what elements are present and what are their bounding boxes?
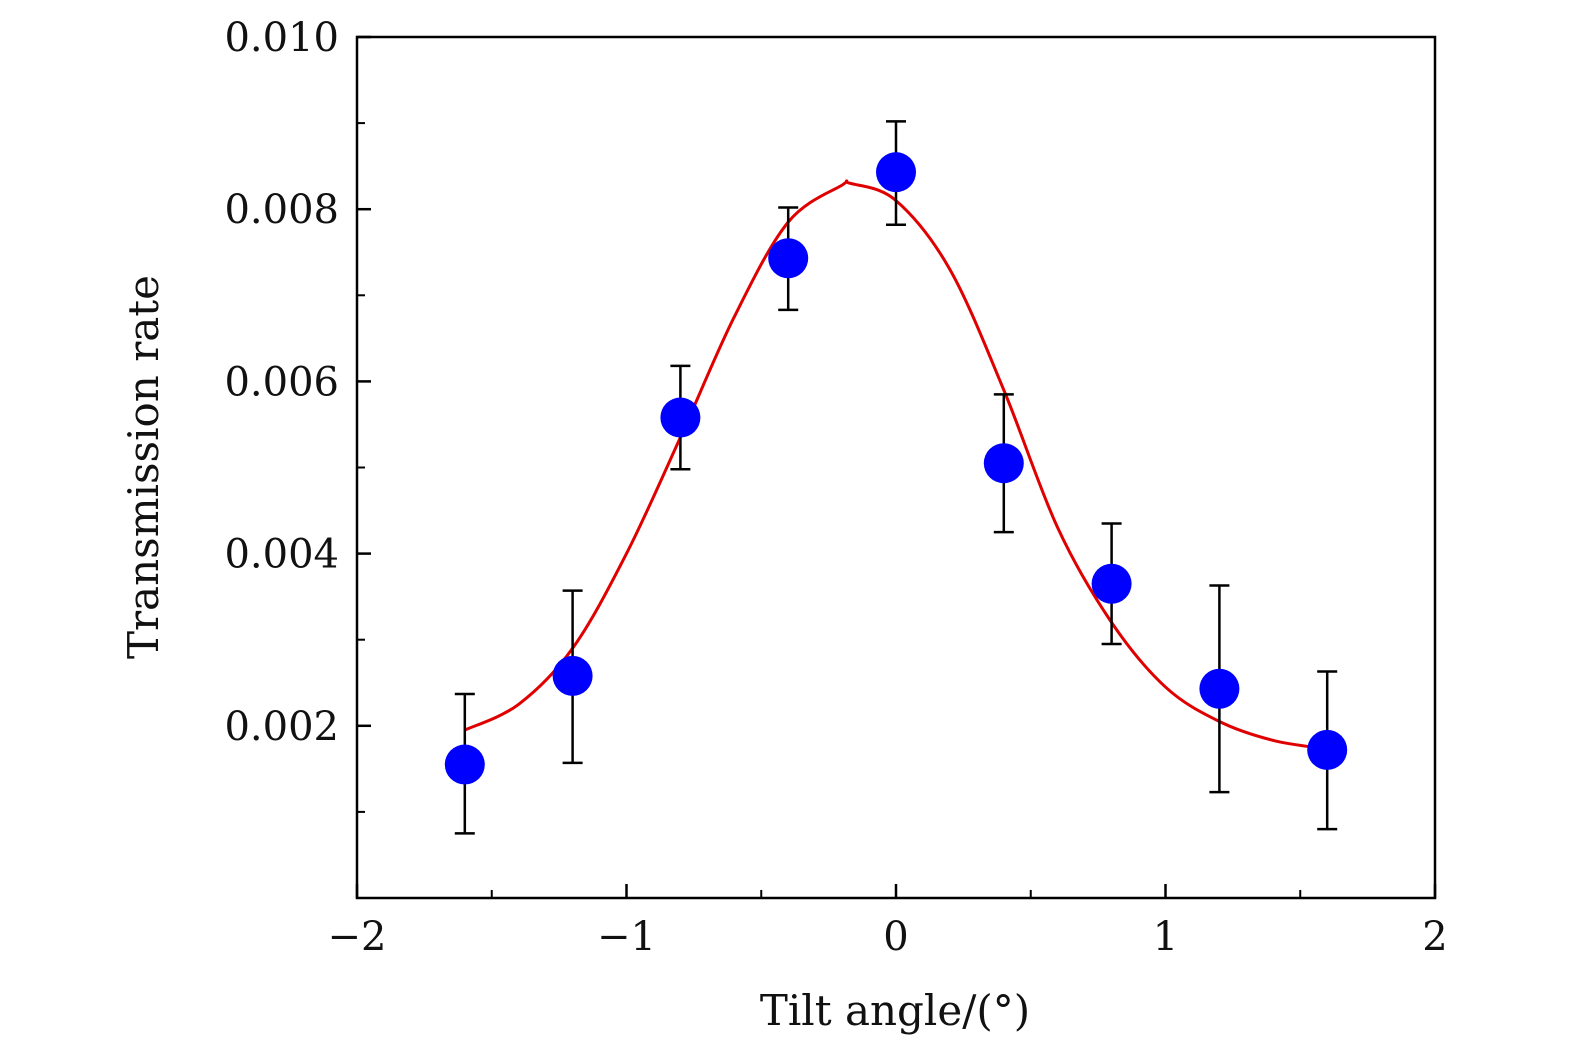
x-tick-label: −1: [597, 914, 656, 960]
y-tick-label: 0.008: [224, 187, 339, 233]
y-axis-label: Transmission rate: [119, 275, 168, 659]
data-point: [983, 443, 1024, 484]
data-point: [552, 655, 593, 696]
x-tick-label: 2: [1422, 914, 1447, 960]
y-tick-label: 0.006: [224, 359, 339, 405]
data-point: [876, 152, 916, 193]
x-axis-label: Tilt angle/(°): [760, 986, 1030, 1035]
y-tick-label: 0.002: [224, 704, 339, 750]
fit-curve-layer: [464, 179, 1328, 751]
axes: −2 −1 0 1 2 0.002 0.004 0.006 0.008 0.010: [224, 15, 1447, 960]
data-point: [1307, 729, 1348, 770]
y-tick-label: 0.004: [224, 532, 339, 578]
data-point: [444, 744, 485, 785]
x-tick-label: 1: [1153, 914, 1178, 960]
data-points: [444, 152, 1348, 785]
data-point: [1199, 668, 1240, 709]
x-tick-label: −2: [328, 914, 387, 960]
x-tick-label: 0: [883, 914, 908, 960]
error-bars: [454, 120, 1338, 835]
fit-curve: [464, 179, 1328, 751]
y-tick-label: 0.010: [224, 15, 339, 61]
data-point: [1091, 563, 1132, 604]
data-point: [660, 397, 701, 438]
data-point: [768, 238, 809, 279]
